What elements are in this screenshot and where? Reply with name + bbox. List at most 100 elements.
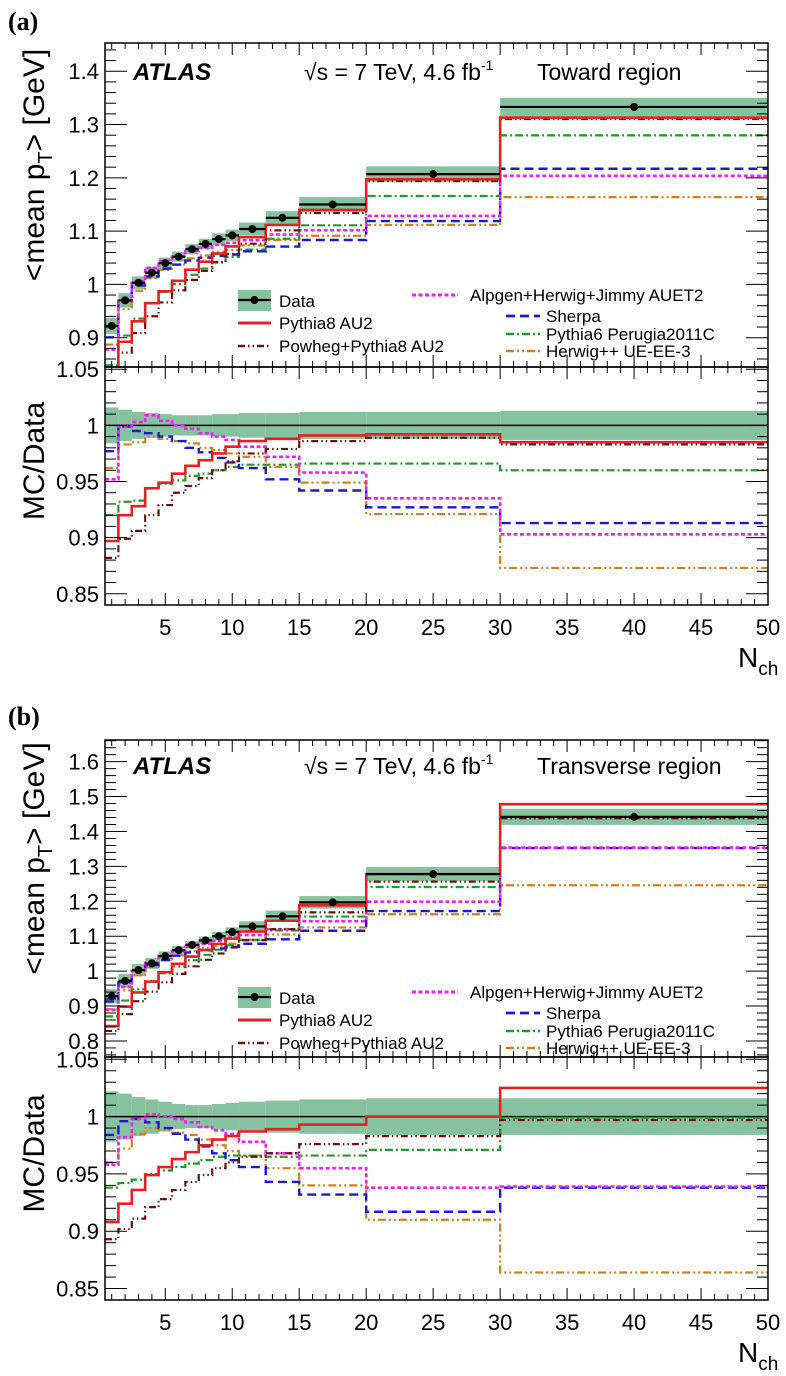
x-tick-label: 40 (622, 1310, 646, 1335)
x-tick-label: 45 (689, 1310, 713, 1335)
main-y-tick-label: 1.4 (68, 819, 99, 844)
x-tick-label: 25 (421, 1310, 445, 1335)
ratio-plot-area (105, 1086, 768, 1274)
legend-label: Herwig++ UE-EE-3 (546, 342, 691, 361)
legend-label: Sherpa (546, 1004, 601, 1023)
data-point (107, 992, 116, 1001)
x-title-subscript: ch (758, 659, 778, 680)
data-point (201, 239, 210, 248)
data-point (147, 959, 156, 968)
region-label: Toward region (537, 59, 681, 85)
energy-lumi-label: √s = 7 TeV, 4.6 fb-1 (304, 57, 494, 85)
x-title-main: N (738, 1337, 758, 1368)
legend-label: Pythia8 AU2 (279, 1011, 373, 1030)
ratio-y-tick-label: 0.85 (56, 1277, 99, 1302)
legend-label: Pythia8 AU2 (279, 314, 373, 333)
series-herwig-ue-ee-3-ratio (105, 435, 768, 570)
x-tick-label: 5 (159, 1310, 171, 1335)
data-point (174, 252, 183, 261)
data-point (278, 912, 287, 921)
atlas-label: ATLAS (132, 753, 211, 780)
data-point (248, 224, 257, 233)
data-point (630, 102, 639, 111)
lumi-exponent: -1 (481, 57, 494, 73)
legend-label: Powheg+Pythia8 AU2 (279, 1034, 444, 1053)
data-point (121, 296, 130, 305)
x-tick-label: 35 (555, 1310, 579, 1335)
series-pythia8-au2-ratio (105, 1086, 768, 1224)
data-point (228, 928, 237, 937)
series-powheg-pythia8-au2-main (105, 817, 768, 1033)
legend: Data Pythia8 AU2 Powheg+Pythia8 AU2 Alpgen+… (238, 983, 715, 1058)
x-tick-label: 45 (689, 615, 713, 640)
lumi-exponent: -1 (481, 751, 494, 767)
series-pythia8-au2-main (117, 116, 768, 367)
series-powheg-pythia8-au2-ratio (105, 436, 768, 559)
energy-text: √s = 7 TeV, 4.6 fb (304, 753, 481, 779)
data-point (161, 259, 170, 268)
x-tick-label: 40 (622, 615, 646, 640)
x-tick-label: 10 (220, 1310, 244, 1335)
ratio-y-tick-label: 0.9 (68, 1219, 99, 1244)
x-tick-label: 30 (488, 615, 512, 640)
x-tick-label: 20 (354, 1310, 378, 1335)
main-y-tick-label: 0.8 (68, 1029, 99, 1054)
series-pythia8-au2-main (105, 802, 768, 1028)
legend-label: Sherpa (546, 307, 601, 326)
x-tick-label: 50 (756, 615, 780, 640)
data-point (429, 870, 438, 879)
ratio-frame (104, 366, 769, 606)
y-title-part: <mean p (18, 857, 51, 975)
ratio-plot-area (105, 407, 768, 570)
legend-data-marker (250, 296, 259, 304)
x-title-subscript: ch (758, 1354, 778, 1375)
main-y-tick-label: 1.4 (68, 59, 99, 84)
energy-text: √s = 7 TeV, 4.6 fb (304, 59, 481, 85)
x-title-main: N (738, 642, 758, 673)
data-point (278, 213, 287, 222)
x-tick-label: 15 (287, 1310, 311, 1335)
main-y-tick-label: 1.3 (68, 113, 99, 138)
series-powheg-pythia8-au2-main (117, 117, 768, 367)
series-pythia8-au2-ratio (105, 433, 768, 543)
data-point (161, 952, 170, 961)
legend: Data Pythia8 AU2 Powheg+Pythia8 AU2 Alpgen+… (238, 286, 715, 361)
series-sherpa-ratio (105, 425, 768, 525)
series-herwig-ue-ee-3-ratio (105, 1126, 768, 1274)
series-pythia6-perugia2011c-ratio (105, 1116, 768, 1189)
panel-0: (a) 5 10 15 20 25 30 35 40 45 50 0.9 1 1.1 1.2 1.3 1.4 0.… (8, 7, 780, 680)
y-axis-title-main: <mean pT> [GeV] (18, 49, 57, 281)
ratio-y-tick-label: 1 (87, 413, 99, 438)
x-tick-label: 35 (555, 615, 579, 640)
main-y-tick-label: 0.9 (68, 994, 99, 1019)
series-pythia6-perugia2011c-main (105, 134, 768, 367)
data-point (429, 170, 438, 179)
y-title-subscript: T (35, 151, 57, 163)
legend-label-data: Data (279, 989, 315, 1008)
data-point (147, 268, 156, 277)
main-y-tick-label: 1 (87, 272, 99, 297)
y-axis-title-main: <mean pT> [GeV] (18, 742, 57, 974)
legend-data-marker (250, 993, 259, 1001)
x-axis-title: Nch (738, 642, 778, 680)
ratio-y-tick-label: 0.9 (68, 526, 99, 551)
y-title-part: > [GeV] (18, 49, 51, 152)
ratio-y-tick-label: 1.05 (56, 1047, 99, 1072)
x-tick-label: 15 (287, 615, 311, 640)
data-point (121, 976, 130, 985)
x-tick-label: 30 (488, 1310, 512, 1335)
data-point (214, 235, 223, 244)
panel-1: (b) 5 10 15 20 25 30 35 40 45 50 0.8 0.9 1 1.1 1.2 1.3 1.… (8, 702, 780, 1375)
legend-label: Powheg+Pythia8 AU2 (279, 337, 444, 356)
series-pythia6-perugia2011c-main (105, 816, 768, 1018)
y-title-part: > [GeV] (18, 742, 51, 845)
ratio-y-tick-label: 1.05 (56, 357, 99, 382)
x-axis-title: Nch (738, 1337, 778, 1375)
main-plot-area (105, 802, 768, 1033)
x-tick-label: 5 (159, 615, 171, 640)
series-alpgen-herwig-jimmy-auet2-main (105, 846, 768, 1012)
main-y-tick-label: 1.2 (68, 889, 99, 914)
series-alpgen-herwig-jimmy-auet2-ratio (105, 413, 768, 536)
data-point (188, 940, 197, 949)
